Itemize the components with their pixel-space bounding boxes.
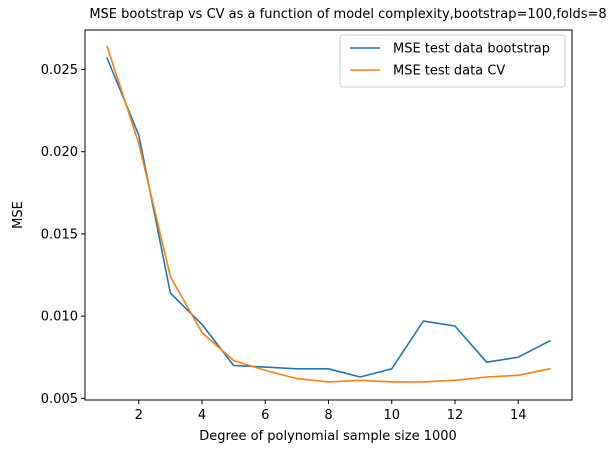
- x-tick-label: 2: [135, 408, 143, 423]
- y-axis-label: MSE: [11, 201, 26, 229]
- chart-title: MSE bootstrap vs CV as a function of mod…: [89, 7, 606, 22]
- x-tick-label: 8: [324, 408, 332, 423]
- series-line-cv: [106, 45, 551, 383]
- legend-label: MSE test data CV: [393, 64, 505, 79]
- legend-label: MSE test data bootstrap: [393, 42, 550, 57]
- y-tick-label: 0.020: [41, 145, 78, 160]
- plot-area: 2 4 6 8 10 12 14 0.005 0.010 0.015 0.020 0.025: [41, 29, 573, 423]
- legend: MSE test data bootstrap MSE test data CV: [339, 34, 566, 88]
- x-tick-label: 6: [261, 408, 269, 423]
- y-tick-label: 0.025: [41, 63, 78, 78]
- y-tick-label: 0.015: [41, 227, 78, 242]
- legend-box: [339, 34, 566, 88]
- x-tick-label: 4: [198, 408, 206, 423]
- x-tick-label: 10: [383, 408, 400, 423]
- y-axis: 0.005 0.010 0.015 0.020 0.025: [41, 63, 85, 407]
- series-lines: [106, 45, 551, 383]
- plot-frame: [84, 29, 573, 401]
- x-axis-label: Degree of polynomial sample size 1000: [199, 429, 457, 444]
- x-tick-label: 14: [510, 408, 527, 423]
- x-tick-label: 12: [447, 408, 464, 423]
- x-axis: 2 4 6 8 10 12 14: [135, 400, 527, 423]
- series-line-bootstrap: [106, 57, 551, 378]
- y-tick-label: 0.005: [41, 392, 78, 407]
- y-tick-label: 0.010: [41, 310, 78, 325]
